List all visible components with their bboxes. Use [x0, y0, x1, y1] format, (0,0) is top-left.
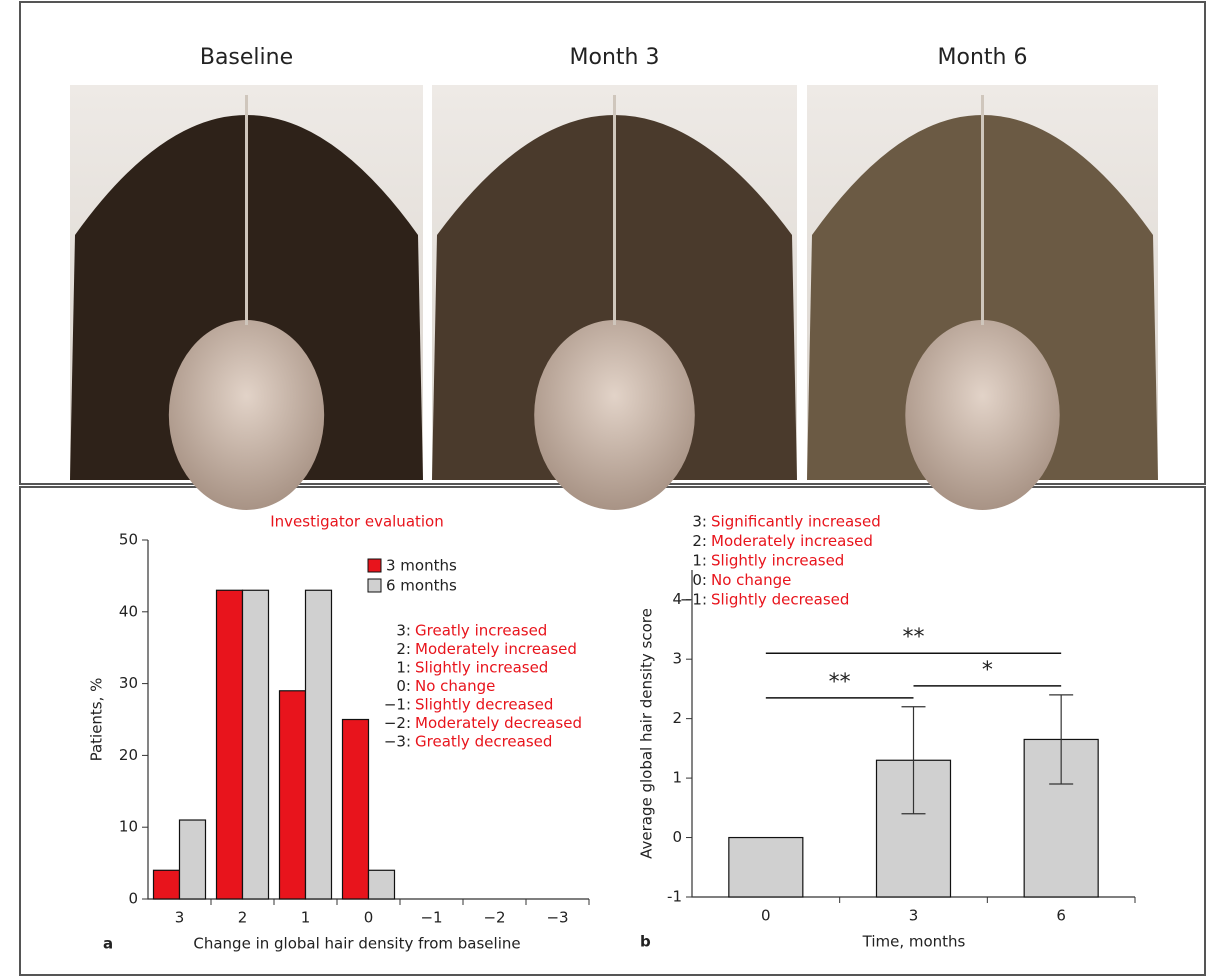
scale-code: 3:	[396, 622, 411, 640]
y-tick-label: 0	[672, 828, 682, 846]
scale-text: Slightly increased	[415, 659, 548, 677]
y-axis-label: Patients, %	[88, 678, 106, 762]
y-tick-label: 40	[119, 602, 138, 620]
significance-label: **	[829, 670, 851, 695]
x-tick-label: 0	[364, 909, 374, 927]
scale-text: Significantly increased	[711, 513, 881, 531]
x-tick-label: 2	[238, 909, 248, 927]
scale-text: Moderately increased	[711, 532, 873, 550]
bar	[241, 589, 270, 900]
significance-label: **	[903, 625, 925, 650]
x-tick-label: 3	[175, 909, 185, 927]
bar	[728, 836, 804, 898]
bar	[304, 589, 333, 900]
x-tick-label: 3	[909, 907, 919, 925]
photo-row	[70, 85, 1158, 510]
chart-panel-border	[19, 486, 1206, 976]
photo-label: Baseline	[200, 45, 293, 70]
scale-code: −2:	[384, 714, 411, 732]
scale-code: 2:	[692, 532, 707, 550]
scale-text: No change	[711, 571, 791, 589]
scalp	[905, 320, 1060, 510]
scale-text: Moderately decreased	[415, 714, 582, 732]
scale-text: Slightly decreased	[415, 696, 553, 714]
y-tick-label: -1	[667, 888, 682, 906]
x-tick-label: 1	[301, 909, 311, 927]
y-tick-label: 4	[672, 590, 682, 608]
y-tick-label: 20	[119, 746, 138, 764]
y-tick-label: 0	[128, 890, 138, 908]
scale-text: Moderately increased	[415, 640, 577, 658]
scale-code: 0:	[692, 571, 707, 589]
significance-label: *	[982, 658, 993, 683]
scale-code: 1:	[692, 552, 707, 570]
scale-text: Slightly increased	[711, 552, 844, 570]
scale-code: −1:	[680, 591, 707, 609]
y-tick-label: 1	[672, 769, 682, 787]
legend-label: 6 months	[386, 577, 457, 595]
bar	[178, 819, 207, 900]
scalp	[534, 320, 695, 510]
scalp	[168, 320, 325, 510]
legend-swatch	[367, 578, 382, 593]
panel-letter: a	[103, 935, 113, 953]
scale-code: −1:	[384, 696, 411, 714]
bar	[278, 690, 307, 900]
scale-code: −3:	[384, 733, 411, 751]
scale-code: 2:	[396, 640, 411, 658]
x-tick-label: 6	[1056, 907, 1066, 925]
scale-text: Greatly increased	[415, 622, 547, 640]
scale-code: 1:	[396, 659, 411, 677]
scale-text: No change	[415, 677, 495, 695]
scale-text: Greatly decreased	[415, 733, 552, 751]
y-tick-label: 10	[119, 818, 138, 836]
error-bar	[1049, 694, 1074, 785]
bar	[215, 589, 244, 900]
y-tick-label: 30	[119, 674, 138, 692]
bar	[341, 718, 370, 900]
y-tick-label: 3	[672, 650, 682, 668]
bar	[152, 869, 181, 900]
legend-label: 3 months	[386, 557, 457, 575]
scale-text: Slightly decreased	[711, 591, 849, 609]
x-tick-label: −2	[483, 909, 505, 927]
y-tick-label: 50	[119, 531, 138, 549]
x-tick-label: −1	[420, 909, 442, 927]
scale-code: 3:	[692, 513, 707, 531]
bar	[367, 869, 396, 900]
x-axis-label: Change in global hair density from basel…	[193, 935, 520, 953]
x-axis-label: Time, months	[862, 933, 966, 951]
x-tick-label: 0	[761, 907, 771, 925]
panel-letter: b	[640, 933, 651, 951]
y-tick-label: 2	[672, 709, 682, 727]
photo-label: Month 3	[570, 45, 660, 70]
y-axis-label: Average global hair density score	[638, 608, 656, 859]
legend-swatch	[367, 558, 382, 573]
photo-label: Month 6	[938, 45, 1028, 70]
chart-title: Investigator evaluation	[270, 513, 444, 531]
scale-code: 0:	[396, 677, 411, 695]
error-bar	[901, 706, 926, 815]
x-tick-label: −3	[546, 909, 568, 927]
